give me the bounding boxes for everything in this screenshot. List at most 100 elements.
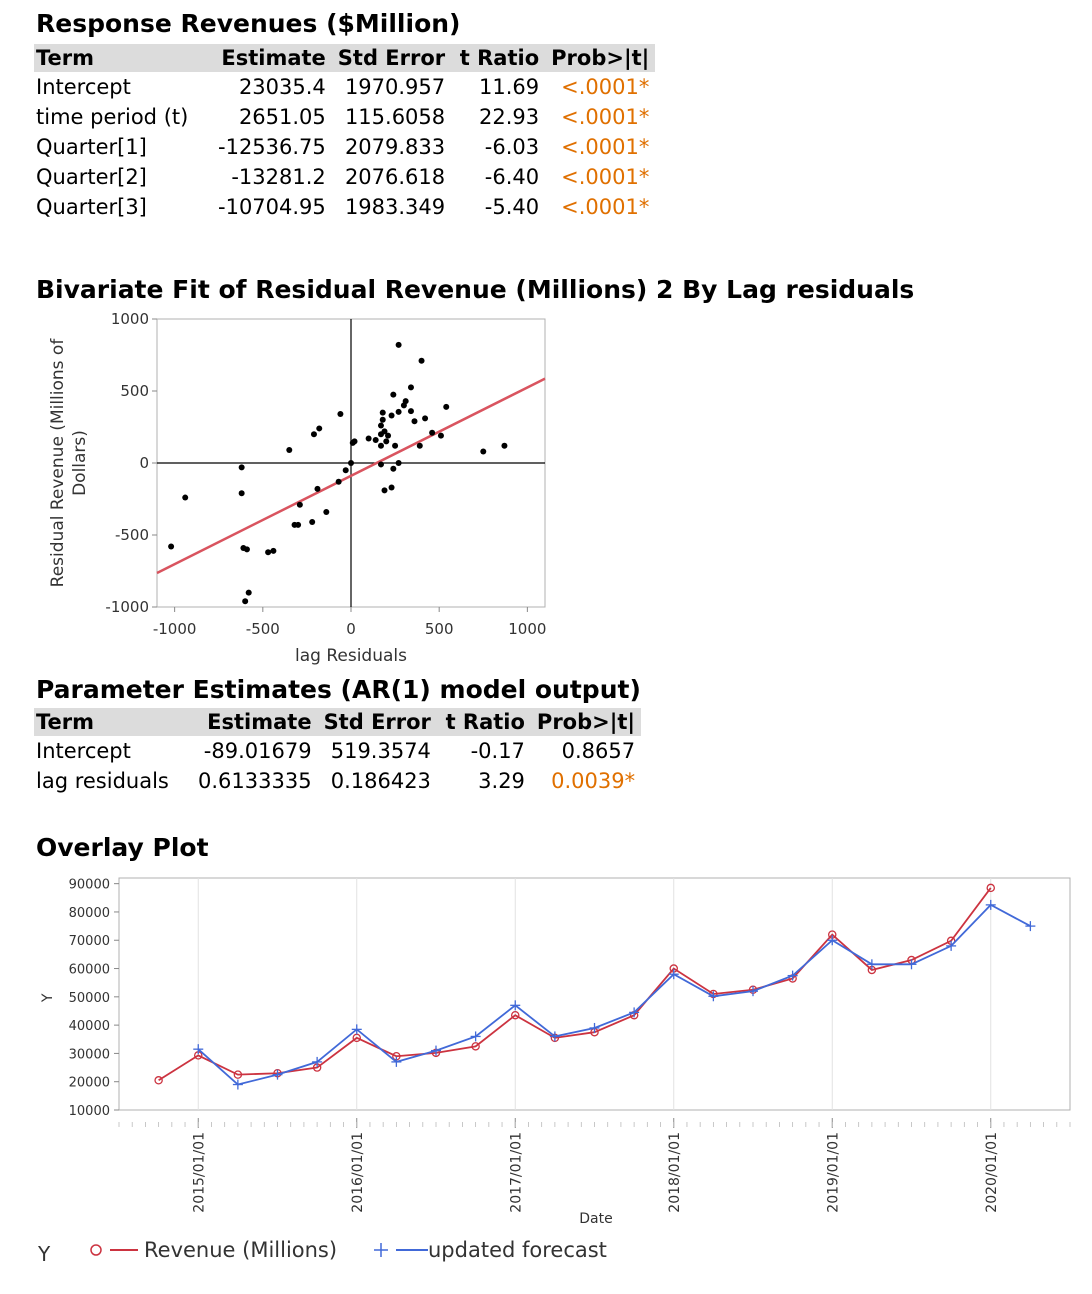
forecast-point — [629, 1007, 640, 1018]
forecast-point — [470, 1031, 481, 1042]
forecast-point — [589, 1022, 600, 1033]
col-estimate-header: Estimate — [212, 44, 332, 72]
series-line-forecast — [197, 903, 1031, 1086]
table-cell-t-ratio: 11.69 — [479, 75, 540, 99]
scatter-point — [418, 357, 425, 364]
table-cell-prob: <.0001* — [561, 75, 650, 99]
y-tick-label: 80000 — [69, 906, 110, 921]
y-tick-label: 0 — [139, 454, 149, 472]
forecast-point — [787, 970, 798, 981]
scatter-point — [388, 484, 395, 491]
param-table-title: Parameter Estimates (AR(1) model output) — [36, 675, 641, 704]
y-tick-label: 50000 — [69, 991, 110, 1006]
response-table-title: Response Revenues ($Million) — [36, 9, 461, 38]
scatter-point — [323, 508, 330, 515]
col-t-ratio-header: t Ratio — [436, 708, 531, 736]
table-cell-t-ratio: -0.17 — [470, 739, 525, 763]
bivariate-scatter-chart: -1000 -500 0 500 1000 -1000 -500 0 500 1000 lag Re… — [48, 310, 546, 666]
legend-y-label: Y — [38, 1242, 51, 1266]
scatter-point — [395, 341, 402, 348]
table-row: time period (t) 2651.05 115.6058 22.93 <.000… — [34, 102, 655, 132]
y-tick-label: 30000 — [69, 1047, 110, 1062]
scatter-point — [501, 442, 508, 449]
table-cell-prob: <.0001* — [561, 135, 650, 159]
table-row: Quarter[2] -13281.2 2076.618 -6.40 <.0001* — [34, 162, 655, 192]
table-cell-std-error: 0.186423 — [330, 769, 431, 793]
x-tick-label: 2019/01/01 — [825, 1132, 841, 1213]
x-tick-label: 1000 — [508, 620, 546, 638]
plot-frame — [118, 877, 1071, 1111]
legend-revenue-marker — [90, 1244, 138, 1256]
scatter-point — [377, 431, 384, 438]
table-cell-term: lag residuals — [36, 769, 169, 793]
scatter-point — [377, 422, 384, 429]
legend: Y Revenue (Millions) updated forecast — [0, 1236, 700, 1276]
x-tick-label: 2017/01/01 — [508, 1132, 524, 1213]
y-tick-label: 20000 — [69, 1076, 110, 1091]
x-axis-label: lag Residuals — [295, 646, 407, 666]
revenue-point — [986, 883, 996, 893]
y-axis-label-line2: Dollars) — [70, 430, 90, 496]
table-cell-std-error: 1970.957 — [344, 75, 446, 99]
table-cell-estimate: 2651.05 — [238, 105, 326, 129]
y-tick-label: 1000 — [111, 310, 149, 328]
legend-forecast-marker — [374, 1243, 428, 1257]
x-axis-label: Date — [579, 1211, 612, 1227]
col-term-header: Term — [34, 708, 192, 736]
table-cell-t-ratio: -6.40 — [484, 165, 540, 189]
table-cell-term: Intercept — [36, 75, 131, 99]
x-tick-label: 2015/01/01 — [191, 1132, 207, 1213]
y-axis-label: Y — [40, 993, 56, 1003]
revenue-point — [233, 1070, 243, 1079]
forecast-point — [272, 1069, 283, 1080]
y-axis-label: Residual Revenue (Millions of Dollars) — [48, 338, 90, 588]
x-tick-label: 500 — [425, 620, 454, 638]
scatter-point — [379, 409, 386, 416]
scatter-point — [443, 403, 450, 410]
table-row: Quarter[1] -12536.75 2079.833 -6.03 <.0001* — [34, 132, 655, 162]
scatter-point — [379, 416, 386, 423]
scatter-point — [407, 408, 414, 415]
col-estimate-header: Estimate — [192, 708, 318, 736]
scatter-point — [395, 460, 402, 466]
scatter-point — [265, 549, 272, 556]
scatter-point — [296, 501, 303, 508]
scatter-point — [416, 442, 423, 449]
forecast-point — [510, 1000, 521, 1011]
y-tick-label: -500 — [115, 526, 149, 544]
scatter-point — [422, 415, 429, 422]
scatter-point — [411, 418, 418, 425]
revenue-point — [510, 1010, 520, 1020]
forecast-point — [827, 935, 838, 946]
y-tick-label: 90000 — [69, 878, 110, 893]
param-table-header: Term Estimate Std Error t Ratio Prob>|t| — [34, 708, 642, 736]
scatter-point — [390, 391, 397, 398]
table-row: Intercept -89.01679 519.3574 -0.17 0.8657 — [34, 736, 641, 766]
forecast-point — [985, 899, 996, 910]
table-cell-term: Quarter[3] — [36, 195, 147, 219]
table-cell-estimate: -89.01679 — [203, 739, 312, 763]
forecast-point — [431, 1045, 441, 1056]
scatter-point — [342, 467, 349, 474]
table-cell-estimate: 23035.4 — [238, 75, 326, 99]
forecast-point — [748, 986, 758, 997]
table-cell-estimate: 0.6133335 — [198, 769, 312, 793]
scatter-point — [388, 412, 395, 419]
scatter-point — [243, 546, 250, 553]
col-std-error-header: Std Error — [331, 44, 452, 72]
forecast-point — [193, 1044, 204, 1055]
scatter-point — [390, 465, 397, 472]
x-tick-label: 2018/01/01 — [667, 1132, 683, 1213]
x-tick-label: 2016/01/01 — [350, 1132, 366, 1213]
legend-forecast-label: updated forecast — [428, 1238, 607, 1262]
response-table-header: Term Estimate Std Error t Ratio Prob>|t| — [34, 44, 656, 72]
table-cell-estimate: -10704.95 — [218, 195, 326, 219]
x-tick-label: -500 — [246, 620, 280, 638]
legend-revenue-label: Revenue (Millions) — [144, 1238, 338, 1262]
scatter-point — [314, 485, 321, 492]
scatter-point — [309, 519, 316, 526]
y-tick-label: 70000 — [69, 934, 110, 949]
forecast-point — [906, 959, 917, 970]
scatter-point — [372, 436, 379, 443]
x-tick-label: 0 — [346, 620, 356, 638]
